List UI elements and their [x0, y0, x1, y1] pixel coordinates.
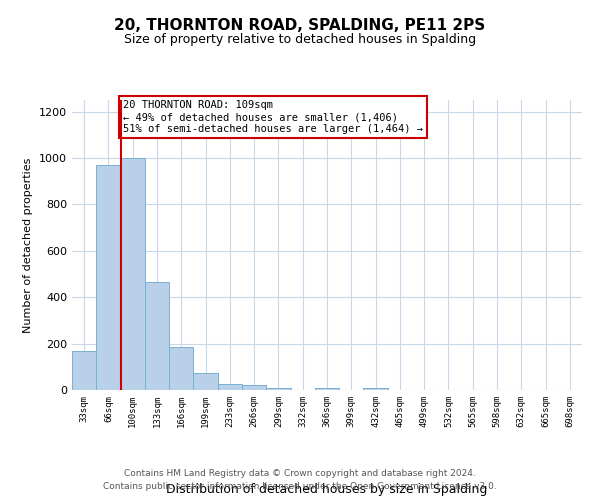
Bar	[193, 372, 218, 390]
Bar	[364, 388, 388, 390]
Y-axis label: Number of detached properties: Number of detached properties	[23, 158, 34, 332]
Bar	[169, 347, 193, 390]
Bar	[266, 388, 290, 390]
Text: 20 THORNTON ROAD: 109sqm
← 49% of detached houses are smaller (1,406)
51% of sem: 20 THORNTON ROAD: 109sqm ← 49% of detach…	[123, 100, 423, 134]
Text: 20, THORNTON ROAD, SPALDING, PE11 2PS: 20, THORNTON ROAD, SPALDING, PE11 2PS	[115, 18, 485, 32]
Text: Contains public sector information licensed under the Open Government Licence v3: Contains public sector information licen…	[103, 482, 497, 491]
Text: Contains HM Land Registry data © Crown copyright and database right 2024.: Contains HM Land Registry data © Crown c…	[124, 468, 476, 477]
Bar	[72, 350, 96, 390]
Text: Size of property relative to detached houses in Spalding: Size of property relative to detached ho…	[124, 32, 476, 46]
Bar	[315, 388, 339, 390]
Bar	[218, 384, 242, 390]
X-axis label: Distribution of detached houses by size in Spalding: Distribution of detached houses by size …	[166, 482, 488, 496]
Bar	[96, 165, 121, 390]
Bar	[121, 158, 145, 390]
Bar	[242, 386, 266, 390]
Bar	[145, 282, 169, 390]
